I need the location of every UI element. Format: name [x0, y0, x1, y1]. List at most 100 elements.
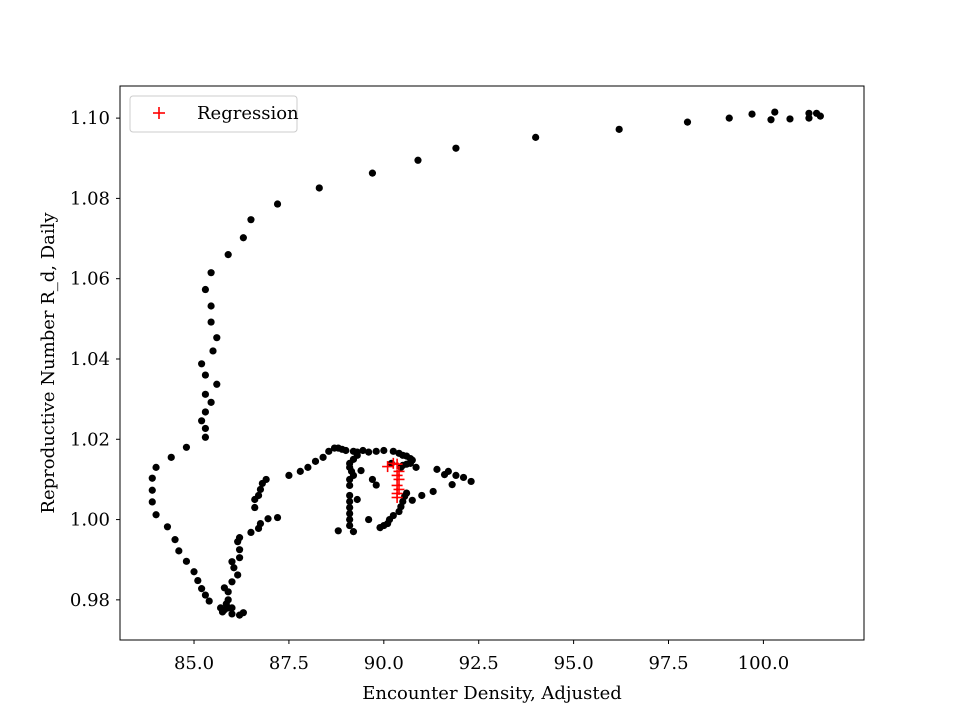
data-point — [207, 302, 215, 310]
legend-entry-regression: Regression — [197, 103, 299, 124]
y-tick-label: 1.10 — [70, 108, 110, 129]
data-point — [262, 475, 270, 484]
legend-plus-marker — [153, 107, 165, 119]
data-point — [285, 471, 293, 480]
data-point — [319, 453, 327, 461]
data-point — [365, 515, 373, 524]
y-axis-ticks: 0.98 1.00 1.02 1.04 1.06 1.08 1.10 — [70, 108, 120, 611]
data-point — [209, 347, 217, 355]
regression-point — [382, 461, 394, 473]
data-point — [725, 114, 733, 122]
data-point — [148, 474, 156, 482]
data-point — [220, 584, 228, 592]
data-point — [402, 489, 411, 497]
data-point — [418, 491, 426, 500]
data-point — [615, 125, 623, 133]
data-point — [311, 457, 320, 465]
data-point — [304, 463, 312, 471]
data-point — [167, 453, 175, 461]
data-point — [207, 318, 215, 326]
data-point — [380, 446, 388, 455]
data-point — [152, 463, 160, 471]
data-point — [171, 536, 179, 544]
data-point — [182, 443, 191, 451]
data-point — [235, 554, 244, 562]
data-point — [440, 471, 449, 479]
data-point — [767, 116, 775, 124]
data-point — [207, 269, 215, 277]
data-point — [190, 568, 198, 576]
data-point — [334, 527, 342, 535]
data-point — [247, 216, 255, 224]
data-point — [239, 234, 247, 242]
data-point — [353, 495, 361, 504]
data-point — [346, 491, 354, 500]
data-point — [342, 446, 350, 455]
data-point — [234, 571, 242, 579]
data-point — [748, 110, 756, 118]
data-point — [812, 109, 821, 117]
y-tick-label: 0.98 — [70, 590, 110, 611]
regression-point — [391, 458, 403, 470]
data-point — [412, 463, 420, 471]
data-point — [224, 596, 232, 604]
data-point — [467, 477, 475, 486]
data-point — [201, 390, 210, 398]
y-tick-label: 1.00 — [70, 510, 110, 531]
data-point — [254, 491, 263, 500]
data-point — [213, 380, 221, 388]
data-point — [148, 498, 156, 506]
x-tick-label: 97.5 — [648, 653, 688, 674]
data-point — [224, 251, 232, 259]
data-point — [256, 519, 265, 528]
x-axis-label: Encounter Density, Adjusted — [362, 683, 622, 704]
data-point — [349, 528, 358, 536]
data-point — [201, 424, 210, 433]
data-point — [205, 597, 213, 605]
data-point — [148, 486, 156, 494]
data-point — [228, 578, 236, 586]
data-point — [414, 156, 422, 164]
data-point — [346, 475, 354, 484]
x-tick-label: 85.0 — [174, 653, 214, 674]
x-axis-ticks: 85.0 87.5 90.0 92.5 95.0 97.5 100.0 — [174, 640, 789, 674]
regression-point — [391, 491, 403, 503]
data-point — [198, 417, 206, 425]
data-point — [201, 433, 210, 441]
data-point — [389, 447, 397, 455]
data-point — [198, 360, 206, 368]
data-point — [786, 115, 794, 123]
data-point — [771, 108, 779, 116]
data-point — [408, 496, 416, 504]
data-point — [201, 408, 210, 416]
data-point — [372, 447, 380, 455]
data-point — [201, 371, 210, 379]
data-point — [357, 466, 365, 475]
data-point — [325, 447, 333, 455]
data-point — [346, 503, 354, 512]
data-point — [359, 446, 367, 455]
data-point — [346, 497, 354, 506]
data-point — [346, 515, 354, 524]
data-point — [368, 475, 377, 484]
data-point — [805, 114, 813, 122]
data-point — [201, 591, 210, 599]
data-point — [448, 481, 456, 489]
data-point — [194, 576, 202, 585]
data-point — [201, 285, 210, 294]
data-point — [389, 511, 397, 520]
data-point — [346, 521, 354, 530]
x-tick-label: 92.5 — [459, 653, 499, 674]
y-axis-label: Reproductive Number R_d, Daily — [38, 212, 59, 514]
data-point — [251, 503, 259, 512]
data-point — [365, 448, 373, 456]
data-point — [315, 184, 323, 192]
data-point — [175, 547, 183, 555]
data-point — [228, 558, 236, 566]
data-point — [433, 465, 441, 473]
x-tick-label: 90.0 — [364, 653, 404, 674]
data-point — [346, 509, 354, 518]
data-point — [207, 398, 215, 406]
data-point — [452, 471, 460, 480]
data-point — [247, 528, 255, 537]
